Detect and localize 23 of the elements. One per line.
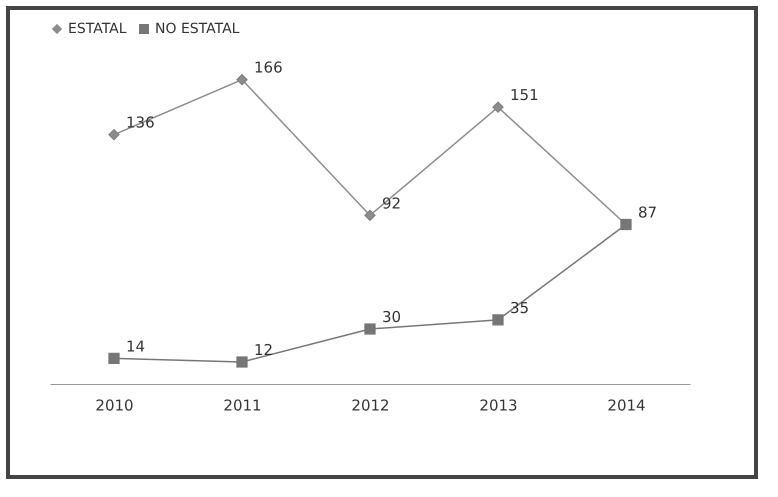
x-tick-label: 2013 (479, 396, 518, 414)
point (236, 356, 248, 368)
x-tick-label: 2012 (351, 396, 390, 414)
point (492, 314, 504, 326)
point (492, 102, 504, 113)
data-label: 151 (510, 86, 539, 104)
data-label: 30 (382, 308, 402, 326)
point (108, 129, 120, 140)
x-tick-label: 2011 (223, 396, 262, 414)
legend-label: NO ESTATAL (155, 21, 240, 37)
data-label: 92 (382, 194, 402, 212)
x-tick-label: 2010 (95, 396, 134, 414)
data-label: 166 (254, 58, 283, 77)
data-label: 35 (510, 298, 530, 317)
data-label: 14 (126, 337, 146, 356)
data-label: 12 (254, 341, 274, 359)
data-label: 87 (638, 204, 658, 222)
point (236, 74, 248, 86)
point (108, 352, 120, 364)
x-tick-label: 2014 (607, 396, 646, 414)
point (364, 323, 376, 335)
legend-label: ESTATAL (68, 21, 127, 37)
point (364, 210, 376, 221)
